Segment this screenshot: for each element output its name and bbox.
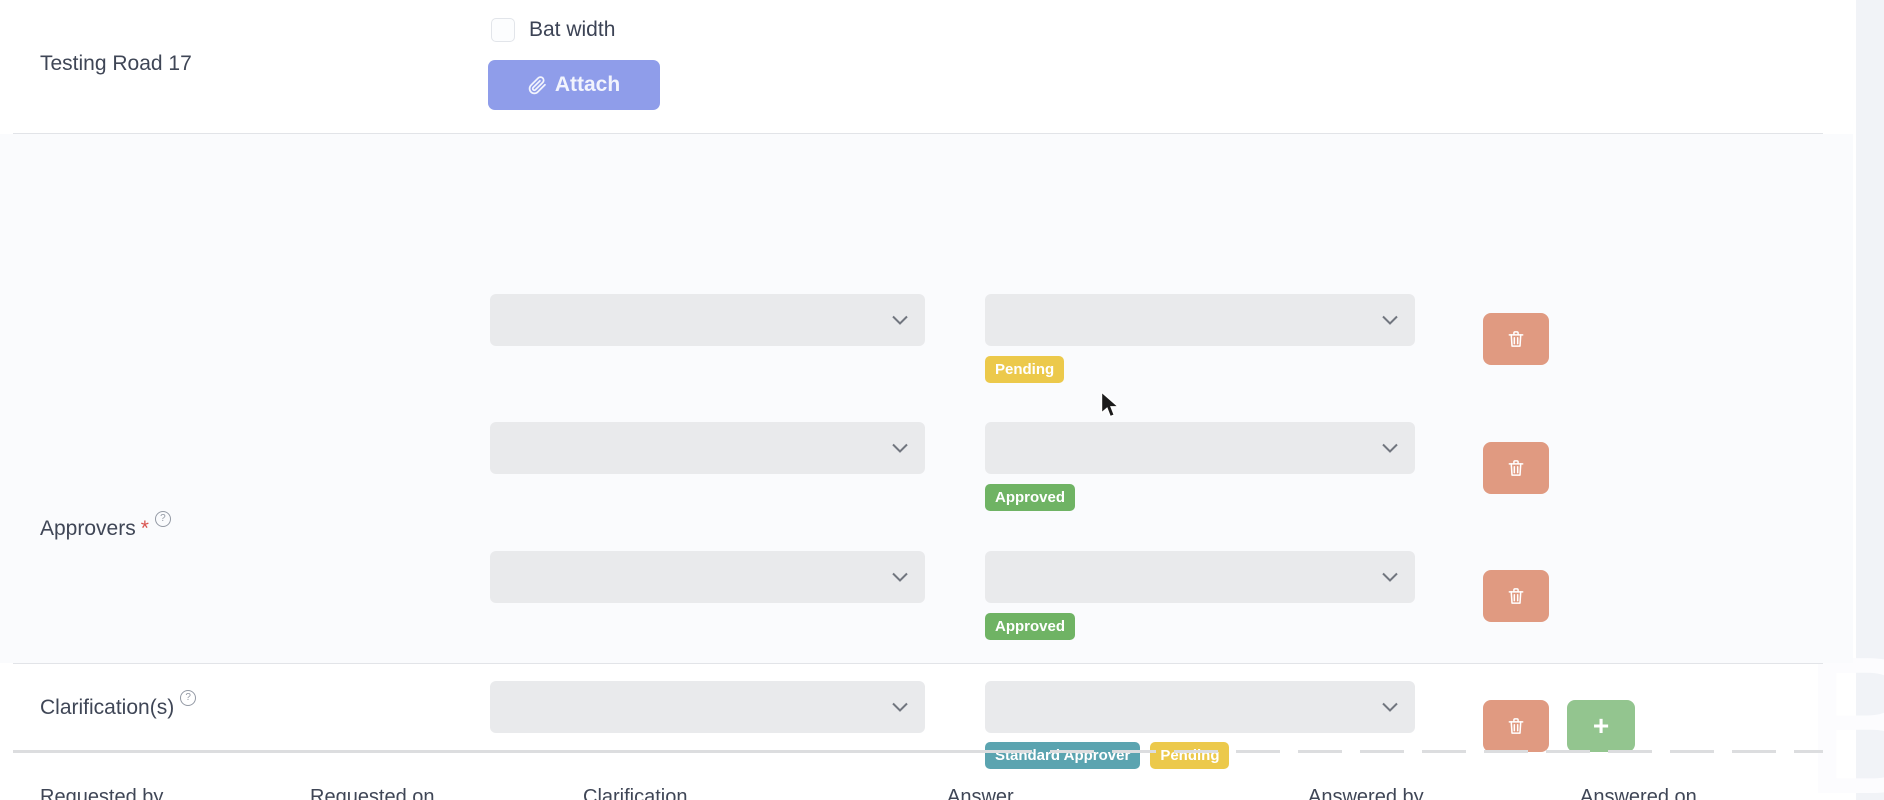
approver-role-badge: Standard Approver: [985, 742, 1141, 769]
approvers-section: Approvers *? Pending: [0, 134, 1853, 769]
approver-select[interactable]: [490, 551, 925, 603]
chevron-down-icon: [1381, 702, 1399, 713]
checkbox[interactable]: [491, 18, 515, 42]
column-header-answered-on: Answered on: [1580, 786, 1697, 800]
question-circle-icon[interactable]: ?: [180, 690, 197, 706]
approver-select[interactable]: [490, 422, 925, 474]
attach-button-label: Attach: [554, 73, 621, 96]
status-badge: Pending: [985, 356, 1065, 383]
trash-icon: [1506, 716, 1526, 736]
delete-approver-button[interactable]: [1483, 700, 1549, 752]
approver-user-select[interactable]: [985, 294, 1415, 346]
chevron-down-icon: [891, 572, 909, 583]
chevron-down-icon: [891, 443, 909, 454]
chevron-down-icon: [891, 702, 909, 713]
status-badges: Standard Approver Pending: [985, 742, 1230, 769]
status-badges: Approved: [985, 613, 1076, 640]
chevron-down-icon: [1381, 572, 1399, 583]
clarifications-table-border: [13, 750, 988, 753]
column-header-answered-by: Answered by: [1308, 786, 1424, 800]
clarifications-field-label: Clarification(s)?: [40, 690, 197, 720]
required-marker: *: [140, 517, 149, 540]
section-divider: [13, 133, 1823, 134]
column-header-clarification: Clarification: [583, 786, 688, 800]
delete-approver-button[interactable]: [1483, 442, 1549, 494]
column-header-requested-by: Requested by: [40, 786, 164, 800]
chevron-down-icon: [891, 315, 909, 326]
trash-icon: [1506, 458, 1526, 478]
plus-icon: +: [1592, 710, 1610, 741]
approver-user-select[interactable]: [985, 422, 1415, 474]
clarifications-label-text: Clarification(s): [40, 696, 175, 719]
page-background-strip: [1856, 0, 1884, 800]
add-approver-button[interactable]: +: [1567, 700, 1635, 752]
approvers-label-text: Approvers: [40, 517, 136, 540]
delete-approver-button[interactable]: [1483, 570, 1549, 622]
status-badges: Pending: [985, 356, 1065, 383]
status-badges: Approved: [985, 484, 1076, 511]
chevron-down-icon: [1381, 443, 1399, 454]
checkbox-label: Bat width: [529, 18, 616, 41]
status-badge: Approved: [985, 484, 1076, 511]
status-badge: Pending: [1150, 742, 1230, 769]
attach-button[interactable]: Attach: [488, 60, 660, 110]
approver-select[interactable]: [490, 681, 925, 733]
road-name-label: Testing Road 17: [40, 52, 192, 75]
approver-user-select[interactable]: [985, 681, 1415, 733]
approver-select[interactable]: [490, 294, 925, 346]
approver-user-select[interactable]: [985, 551, 1415, 603]
question-circle-icon[interactable]: ?: [154, 511, 171, 527]
trash-icon: [1506, 586, 1526, 606]
clarifications-table-border-dashed: [988, 750, 1823, 753]
section-divider: [13, 663, 1823, 664]
paperclip-icon: [528, 75, 547, 95]
chevron-down-icon: [1381, 315, 1399, 326]
column-header-answer: Answer: [947, 786, 1014, 800]
column-header-requested-on: Requested on: [310, 786, 435, 800]
bat-width-checkbox-field[interactable]: Bat width: [491, 18, 615, 42]
status-badge: Approved: [985, 613, 1076, 640]
approvers-field-label: Approvers *?: [40, 511, 171, 541]
trash-icon: [1506, 329, 1526, 349]
delete-approver-button[interactable]: [1483, 313, 1549, 365]
